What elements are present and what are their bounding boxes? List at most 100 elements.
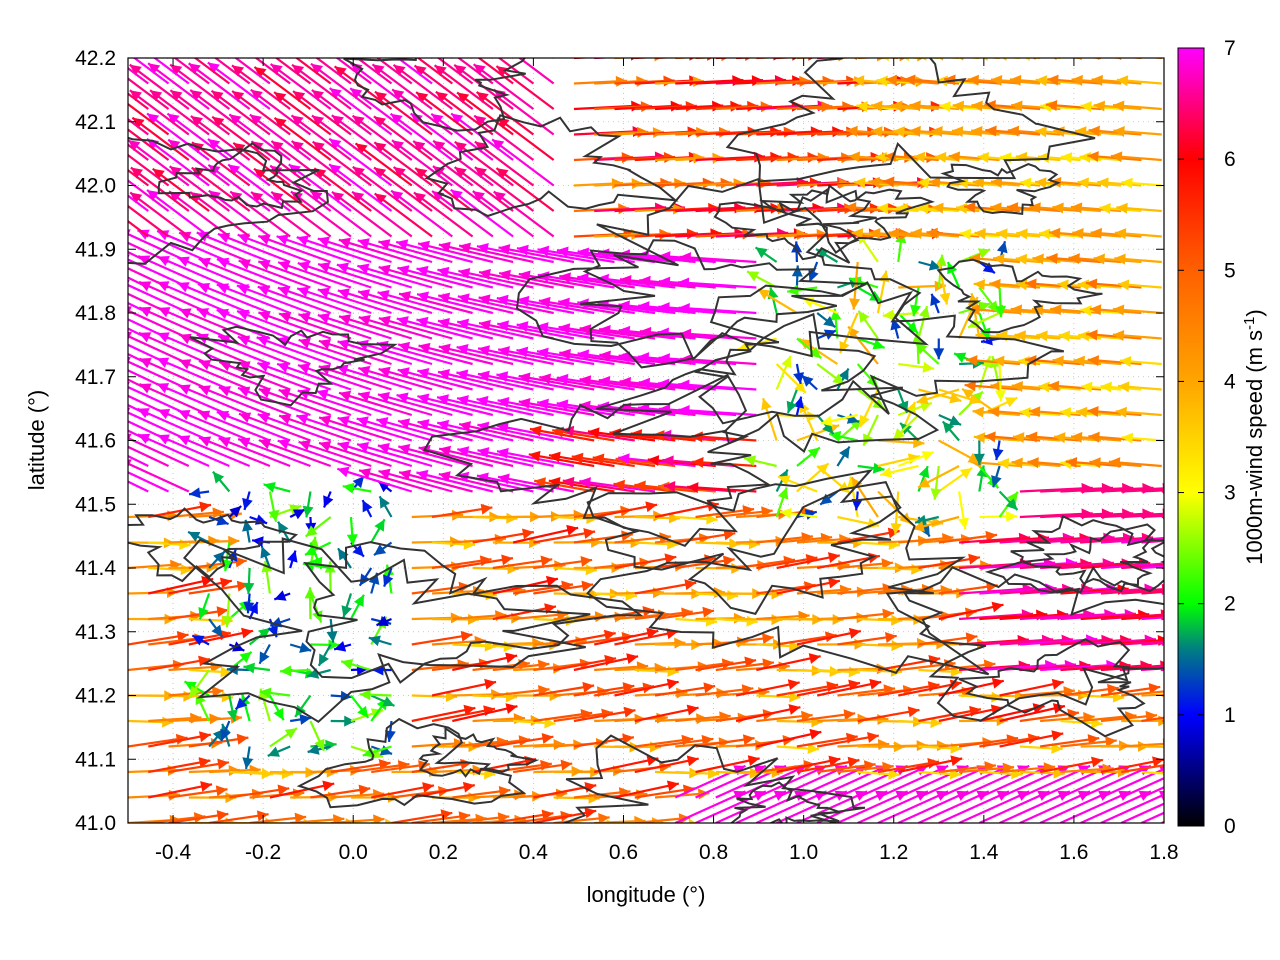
wind-arrow	[928, 176, 980, 188]
x-tick-label-2: 0.0	[339, 841, 368, 864]
wind-arrow	[917, 305, 930, 339]
wind-arrow	[356, 416, 433, 442]
wind-arrow	[536, 322, 615, 340]
wind-arrow	[438, 241, 514, 264]
wind-arrow	[776, 743, 819, 755]
wind-arrow	[559, 272, 635, 289]
terrain-contour	[936, 258, 1103, 334]
wind-arrow	[357, 263, 433, 289]
wind-arrow	[1090, 227, 1142, 239]
wind-arrow	[226, 695, 238, 722]
wind-arrow	[276, 362, 352, 391]
wind-arrow	[973, 440, 985, 465]
y-tick-label-6: 41.6	[75, 430, 116, 453]
wind-arrow	[376, 340, 453, 366]
wind-arrow	[1088, 431, 1142, 443]
wind-arrow	[288, 58, 291, 59]
wind-arrow	[516, 244, 595, 264]
wind-arrow	[836, 367, 850, 391]
wind-arrow	[268, 491, 280, 523]
terrain-contour	[561, 734, 866, 823]
terrain-contour	[418, 726, 540, 778]
wind-arrow	[677, 277, 757, 289]
wind-arrow	[277, 260, 352, 289]
wind-arrow	[999, 678, 1064, 697]
wind-arrow	[896, 203, 939, 214]
wind-arrow	[128, 102, 170, 136]
wind-arrow	[331, 114, 393, 161]
x-tick-label-1: -0.2	[245, 841, 281, 864]
terrain-contour	[296, 717, 527, 809]
wind-arrow	[269, 727, 298, 748]
wind-arrow	[130, 166, 190, 212]
wind-arrow	[456, 369, 534, 391]
wind-arrow	[413, 191, 474, 238]
wind-arrow	[128, 66, 149, 85]
wind-arrow	[131, 116, 190, 161]
wind-arrow	[249, 514, 268, 525]
wind-arrow	[848, 151, 899, 163]
wind-arrow	[258, 438, 332, 468]
wind-arrow	[816, 678, 882, 697]
wind-arrow	[376, 615, 392, 627]
wind-arrow	[247, 601, 259, 620]
wind-arrow	[892, 414, 920, 441]
wind-arrow	[593, 755, 659, 774]
wind-arrow	[458, 267, 534, 289]
wind-arrow	[1087, 406, 1142, 418]
wind-arrow	[350, 694, 370, 719]
wind-arrow	[414, 167, 474, 212]
wind-arrow	[186, 58, 189, 59]
wind-arrow	[450, 58, 453, 59]
colorbar-ticks: 0 1 2 3 4 5 6 7	[1178, 37, 1236, 838]
wind-arrow	[289, 508, 306, 520]
wind-arrow	[996, 228, 1041, 240]
wind-arrow	[1014, 330, 1061, 342]
wind-arrow	[258, 643, 271, 665]
wind-arrow	[926, 227, 980, 239]
wind-arrow	[276, 234, 352, 264]
wind-arrow	[273, 91, 332, 136]
wind-arrow	[1059, 790, 1132, 823]
wind-arrow	[675, 768, 720, 780]
wind-arrow	[478, 319, 554, 340]
wind-arrow	[1121, 432, 1162, 444]
wind-arrow	[188, 62, 251, 110]
y-tick-label-11: 42.1	[75, 111, 116, 134]
wind-arrow	[456, 344, 534, 366]
wind-arrow	[432, 139, 494, 187]
wind-arrow	[1050, 304, 1102, 316]
wind-arrow	[875, 151, 919, 163]
wind-arrow	[918, 553, 981, 570]
wind-arrow	[416, 265, 494, 289]
wind-arrow	[128, 352, 149, 365]
wind-arrow	[897, 790, 969, 823]
wind-arrow	[395, 239, 473, 264]
terrain-contour	[157, 142, 304, 210]
wind-arrow	[309, 190, 372, 238]
wind-arrow	[188, 733, 249, 748]
wind-arrow	[278, 414, 352, 442]
wind-arrow	[146, 189, 210, 238]
wind-arrow	[1025, 431, 1081, 443]
wind-arrow	[128, 343, 170, 365]
wind-arrow	[437, 369, 514, 391]
wind-arrow	[1141, 811, 1164, 823]
wind-arrow	[297, 363, 372, 391]
wind-arrow	[148, 781, 213, 799]
wind-arrow	[357, 289, 433, 315]
wind-arrow	[796, 462, 830, 493]
wind-arrow	[1068, 253, 1122, 265]
wind-arrow	[1060, 736, 1117, 748]
wind-arrow	[397, 367, 473, 391]
wind-arrow	[128, 292, 170, 314]
wind-arrow	[328, 163, 393, 212]
terrain-contour	[730, 781, 841, 823]
wind-arrow	[337, 339, 413, 366]
wind-arrow	[957, 491, 969, 530]
wind-arrow	[475, 91, 535, 136]
wind-arrow	[243, 662, 271, 674]
wind-arrow	[938, 413, 962, 426]
wind-arrow	[129, 191, 190, 238]
wind-arrow	[243, 567, 255, 595]
